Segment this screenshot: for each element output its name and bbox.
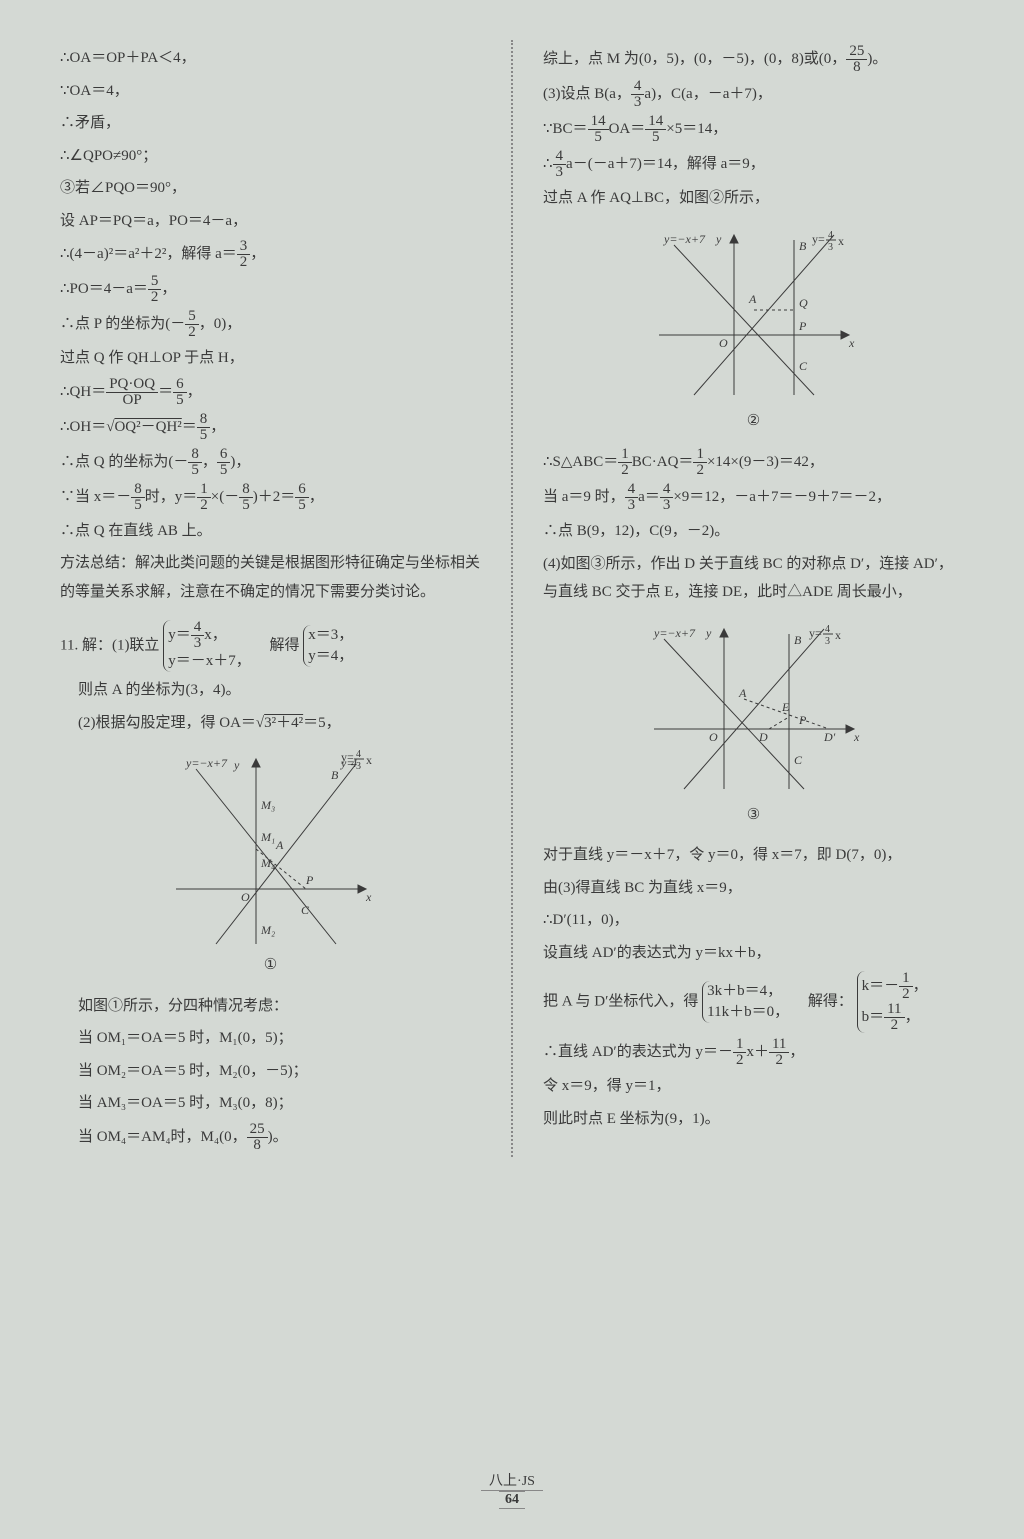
svg-text:y: y: [233, 758, 240, 772]
svg-text:O: O: [719, 336, 728, 350]
svg-text:P: P: [798, 319, 807, 333]
text-line: ∴D′(11，0)，: [543, 906, 964, 935]
text-line: (4)如图③所示，作出 D 关于直线 BC 的对称点 D′，连接 AD′，与直线…: [543, 550, 964, 607]
diagram-2: y=−x+7 y x B A Q P O C y= 4 3: [543, 225, 964, 436]
text-line: ∵当 x＝－85时，y＝12×(－85)＋2＝65，: [60, 482, 481, 513]
svg-text:A: A: [738, 686, 747, 700]
text-line: 由(3)得直线 BC 为直线 x＝9，: [543, 874, 964, 903]
svg-text:x: x: [365, 890, 372, 904]
svg-text:x: x: [835, 628, 841, 642]
svg-text:4: 4: [825, 624, 830, 635]
problem-11: 11. 解：(1)联立 y＝43x， y＝－x＋7， 解得 x＝3， y＝4，: [60, 620, 481, 672]
text-line: ∴直线 AD′的表达式为 y＝－12x＋112，: [543, 1037, 964, 1068]
svg-text:P: P: [305, 873, 314, 887]
svg-text:C: C: [794, 753, 803, 767]
text-line: (2)根据勾股定理，得 OA＝√3²＋4²＝5，: [60, 709, 481, 738]
text-line: ∵BC＝145OA＝145×5＝14，: [543, 114, 964, 145]
svg-text:3: 3: [828, 242, 833, 253]
text-line: 则此时点 E 坐标为(9，1)。: [543, 1105, 964, 1134]
svg-text:B: B: [799, 239, 807, 253]
svg-text:C: C: [799, 359, 808, 373]
left-column: ∴OA＝OP＋PA＜4， ∵OA＝4， ∴矛盾， ∴∠QPO≠90°； ③若∠P…: [60, 40, 481, 1157]
svg-text:x: x: [853, 730, 860, 744]
text-line: 对于直线 y＝－x＋7，令 y＝0，得 x＝7，即 D(7，0)，: [543, 841, 964, 870]
diagram-1-label: ①: [60, 951, 481, 980]
svg-text:A: A: [275, 838, 284, 852]
svg-text:C: C: [301, 903, 310, 917]
text-line: ∴OA＝OP＋PA＜4，: [60, 44, 481, 73]
svg-text:B: B: [331, 768, 339, 782]
page-number: 64: [499, 1491, 525, 1509]
svg-text:y=−x+7: y=−x+7: [653, 626, 696, 640]
svg-text:Q: Q: [799, 296, 808, 310]
svg-text:x: x: [366, 753, 372, 767]
svg-text:y: y: [705, 626, 712, 640]
svg-text:M₂: M₂: [260, 923, 275, 937]
text-line: (3)设点 B(a，43a)，C(a，－a＋7)，: [543, 79, 964, 110]
right-column: 综上，点 M 为(0，5)，(0，－5)，(0，8)或(0，258)。 (3)设…: [543, 40, 964, 1157]
svg-text:y=−x+7: y=−x+7: [185, 756, 228, 770]
svg-text:P: P: [798, 713, 807, 727]
diagram-3: y=−x+7 y x B A E P O D D′ C y= 4: [543, 619, 964, 830]
svg-text:M₄: M₄: [260, 856, 275, 870]
text-line: ∴点 P 的坐标为(－52，0)，: [60, 309, 481, 340]
text-line: ③若∠PQO＝90°，: [60, 174, 481, 203]
text-line: 当 OM₂＝OA＝5 时，M₂(0，－5)；: [60, 1057, 481, 1086]
diagram-2-label: ②: [543, 407, 964, 436]
svg-text:E: E: [781, 700, 790, 714]
text-line: 过点 Q 作 QH⊥OP 于点 H，: [60, 344, 481, 373]
text-line: ∴43a－(－a＋7)＝14，解得 a＝9，: [543, 149, 964, 180]
method-summary: 方法总结：解决此类问题的关键是根据图形特征确定与坐标相关的等量关系求解，注意在不…: [60, 549, 481, 606]
text-line: ∴点 Q 的坐标为(－85，65)，: [60, 447, 481, 478]
text-line: ∴(4－a)²＝a²＋2²，解得 a＝32，: [60, 239, 481, 270]
text-line: 设直线 AD′的表达式为 y＝kx＋b，: [543, 939, 964, 968]
text-line: ∴OH＝√OQ²－QH²＝85，: [60, 412, 481, 443]
text-line: 当 AM₃＝OA＝5 时，M₃(0，8)；: [60, 1089, 481, 1118]
svg-text:M₃: M₃: [260, 798, 275, 812]
text-line: ∴点 B(9，12)，C(9，－2)。: [543, 517, 964, 546]
text-line: 过点 A 作 AQ⊥BC，如图②所示，: [543, 184, 964, 213]
diagram-3-label: ③: [543, 801, 964, 830]
page-footer: 八上·JS 64: [0, 1470, 1024, 1509]
text-line: ∴PO＝4－a＝52，: [60, 274, 481, 305]
svg-text:y: y: [715, 232, 722, 246]
svg-text:y=: y=: [809, 626, 822, 640]
column-divider: [511, 40, 513, 1157]
svg-text:O: O: [709, 730, 718, 744]
svg-text:y=: y=: [341, 750, 354, 764]
svg-text:y=: y=: [812, 232, 825, 246]
svg-text:A: A: [748, 292, 757, 306]
text-line: 把 A 与 D′坐标代入，得 3k＋b＝4， 11k＋b＝0， 解得： k＝－1…: [543, 971, 964, 1033]
svg-text:x: x: [848, 336, 855, 350]
text-line: 则点 A 的坐标为(3，4)。: [60, 676, 481, 705]
text-line: ∴S△ABC＝12BC·AQ＝12×14×(9－3)＝42，: [543, 447, 964, 478]
grade-label: 八上·JS: [481, 1470, 543, 1491]
text-line: 当 OM₄＝AM₄时，M₄(0，258)。: [60, 1122, 481, 1153]
text-line: 综上，点 M 为(0，5)，(0，－5)，(0，8)或(0，258)。: [543, 44, 964, 75]
text-line: ∴点 Q 在直线 AB 上。: [60, 517, 481, 546]
svg-text:M₁: M₁: [260, 830, 275, 844]
text-line: 当 a＝9 时，43a＝43×9＝12，－a＋7＝－9＋7＝－2，: [543, 482, 964, 513]
text-line: 设 AP＝PQ＝a，PO＝4－a，: [60, 207, 481, 236]
svg-text:x: x: [838, 234, 844, 248]
svg-text:4: 4: [356, 749, 361, 760]
svg-text:3: 3: [825, 636, 830, 647]
svg-text:D: D: [758, 730, 768, 744]
text-line: ∵OA＝4，: [60, 77, 481, 106]
text-line: ∴矛盾，: [60, 109, 481, 138]
text-line: ∴QH＝PQ·OQOP＝65，: [60, 377, 481, 408]
text-line: 令 x＝9，得 y＝1，: [543, 1072, 964, 1101]
diagram-1: y=−x+7 y= 4 y x B M₃ M₁ A M₄ O P C M₂: [60, 749, 481, 980]
svg-text:3: 3: [356, 761, 361, 772]
svg-text:B: B: [794, 633, 802, 647]
text-line: ∴∠QPO≠90°；: [60, 142, 481, 171]
svg-text:O: O: [241, 890, 250, 904]
text-line: 当 OM₁＝OA＝5 时，M₁(0，5)；: [60, 1024, 481, 1053]
svg-text:D′: D′: [823, 730, 836, 744]
svg-text:y=−x+7: y=−x+7: [663, 232, 706, 246]
svg-text:4: 4: [828, 230, 833, 241]
text-line: 如图①所示，分四种情况考虑：: [60, 992, 481, 1021]
